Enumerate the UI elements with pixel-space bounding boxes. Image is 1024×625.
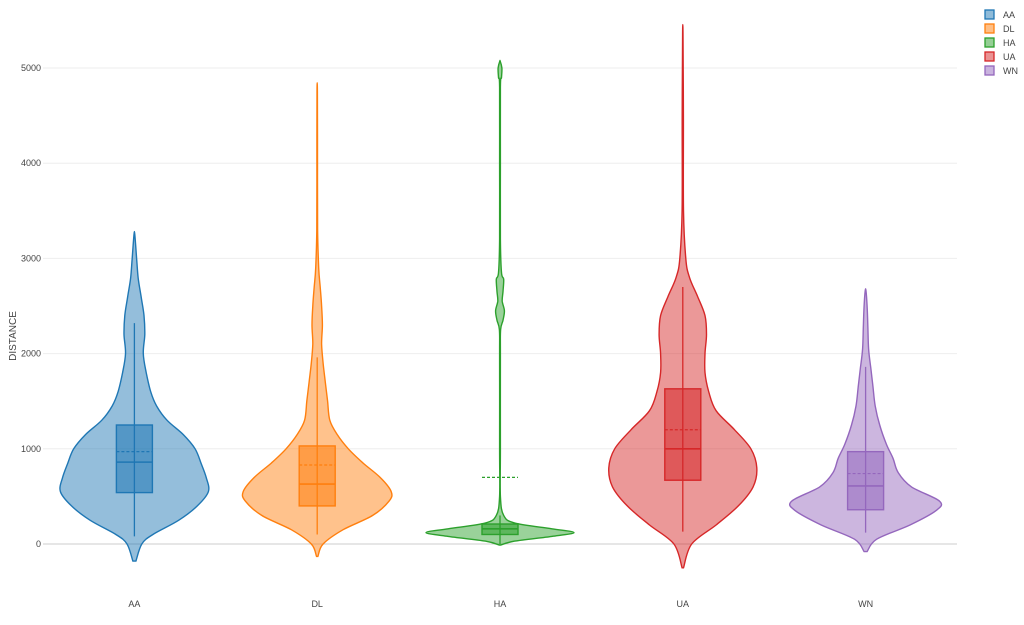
violin-body	[425, 59, 575, 546]
y-tick-label: 0	[36, 539, 41, 549]
violin-wn	[788, 288, 943, 553]
box-iqr	[664, 388, 702, 481]
violin-ha	[425, 59, 575, 546]
legend-swatch	[984, 65, 995, 76]
legend-swatch	[984, 23, 995, 34]
x-tick-label: AA	[128, 599, 140, 609]
x-tick-label: WN	[858, 599, 873, 609]
legend-swatch	[984, 9, 995, 20]
legend-swatch	[984, 37, 995, 48]
y-tick-label: 2000	[21, 349, 41, 359]
violin-ua	[608, 23, 758, 569]
legend-label: AA	[1003, 10, 1015, 20]
violin-aa	[59, 230, 210, 562]
legend-label: DL	[1003, 24, 1015, 34]
box-iqr	[115, 424, 154, 494]
y-axis-title: DISTANCE	[8, 311, 19, 361]
x-tick-label: UA	[677, 599, 690, 609]
x-tick-label: DL	[311, 599, 323, 609]
y-tick-label: 3000	[21, 253, 41, 263]
legend-label: HA	[1003, 38, 1016, 48]
violin-body	[241, 82, 393, 558]
violin-dl	[241, 82, 393, 558]
box-iqr	[298, 445, 336, 507]
y-tick-label: 4000	[21, 158, 41, 168]
legend-label: UA	[1003, 52, 1016, 62]
y-tick-label: 1000	[21, 444, 41, 454]
y-tick-label: 5000	[21, 63, 41, 73]
x-tick-label: HA	[494, 599, 507, 609]
legend-label: WN	[1003, 66, 1018, 76]
legend-swatch	[984, 51, 995, 62]
box-iqr	[846, 450, 885, 511]
